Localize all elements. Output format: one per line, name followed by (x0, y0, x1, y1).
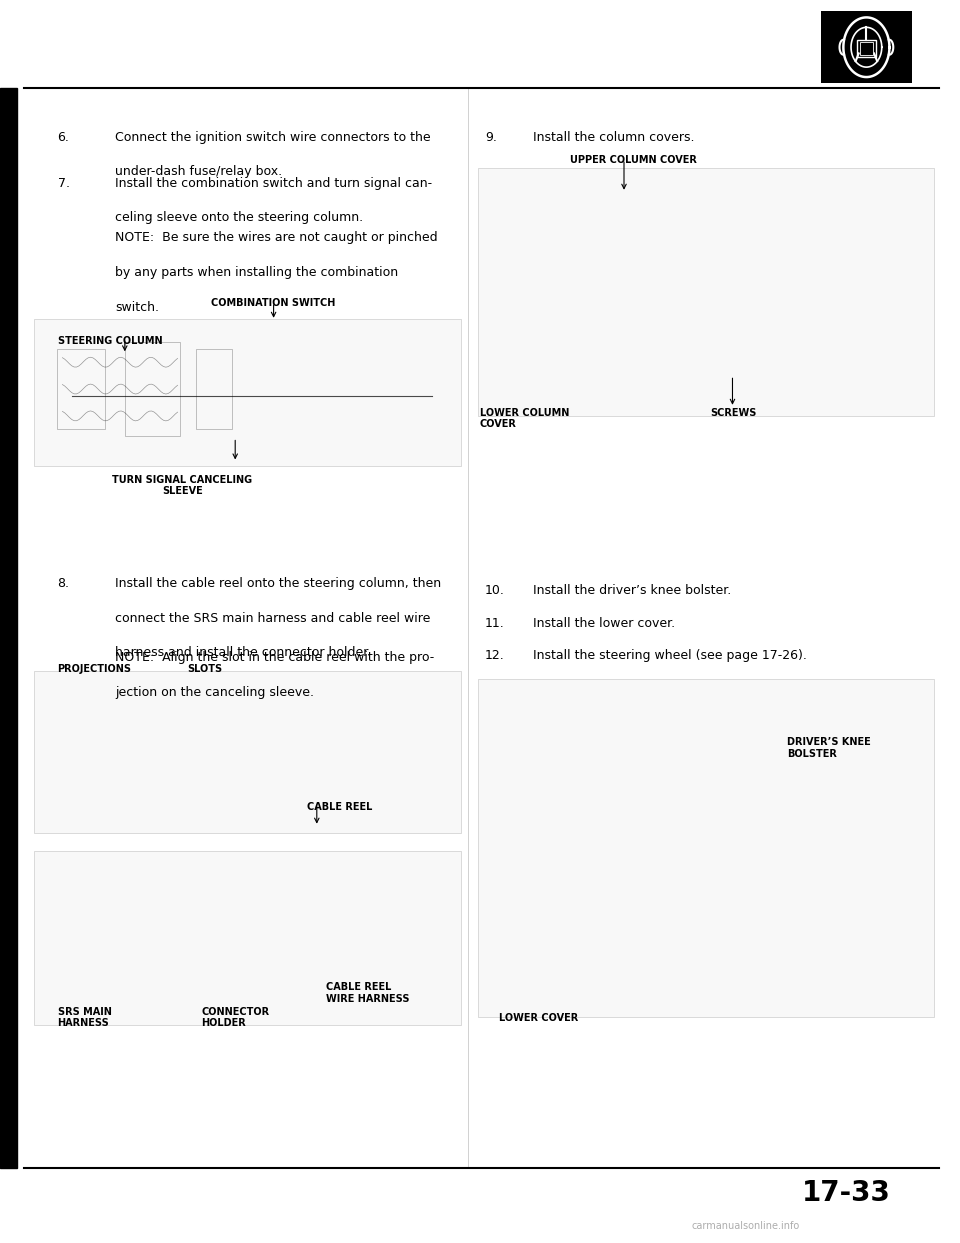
Bar (821, 11, 912, 83)
Bar (57, 349, 105, 429)
Text: CABLE REEL: CABLE REEL (307, 802, 372, 812)
Text: Install the driver’s knee bolster.: Install the driver’s knee bolster. (533, 584, 732, 597)
Text: SCREWS: SCREWS (710, 408, 756, 418)
Text: 7.: 7. (58, 177, 69, 189)
Bar (34, 851, 461, 1025)
Text: 17-33: 17-33 (802, 1180, 891, 1207)
Bar (860, 42, 874, 55)
Bar (478, 168, 934, 416)
Text: Install the combination switch and turn signal can-: Install the combination switch and turn … (115, 177, 432, 189)
Text: connect the SRS main harness and cable reel wire: connect the SRS main harness and cable r… (115, 612, 431, 624)
Text: 8.: 8. (58, 577, 69, 589)
Text: Install the cable reel onto the steering column, then: Install the cable reel onto the steering… (115, 577, 442, 589)
Text: 12.: 12. (485, 649, 505, 661)
Text: PROJECTIONS: PROJECTIONS (58, 664, 132, 674)
Text: by any parts when installing the combination: by any parts when installing the combina… (115, 266, 398, 278)
Text: CABLE REEL
WIRE HARNESS: CABLE REEL WIRE HARNESS (326, 982, 410, 1003)
Bar (0, 88, 17, 1168)
Text: switch.: switch. (115, 301, 159, 313)
Text: NOTE:  Align the slot in the cable reel with the pro-: NOTE: Align the slot in the cable reel w… (115, 651, 435, 664)
Text: UPPER COLUMN COVER: UPPER COLUMN COVER (570, 155, 697, 165)
Text: Connect the ignition switch wire connectors to the: Connect the ignition switch wire connect… (115, 131, 431, 143)
Text: 6.: 6. (58, 131, 69, 143)
Text: 9.: 9. (485, 131, 496, 143)
Text: 11.: 11. (485, 617, 505, 629)
Text: LOWER COVER: LOWER COVER (499, 1013, 579, 1023)
Text: Install the lower cover.: Install the lower cover. (533, 617, 675, 629)
Bar (125, 342, 180, 436)
Bar (34, 671, 461, 833)
Text: carmanualsonline.info: carmanualsonline.info (691, 1221, 800, 1231)
Text: harness and install the connector holder.: harness and install the connector holder… (115, 646, 372, 659)
Text: LOWER COLUMN
COVER: LOWER COLUMN COVER (480, 408, 569, 429)
Text: TURN SIGNAL CANCELING
SLEEVE: TURN SIGNAL CANCELING SLEEVE (112, 475, 252, 496)
Text: STEERING COLUMN: STEERING COLUMN (58, 336, 162, 346)
Text: jection on the canceling sleeve.: jection on the canceling sleeve. (115, 686, 314, 699)
Bar (478, 679, 934, 1017)
Bar (34, 319, 461, 466)
Text: DRIVER’S KNEE
BOLSTER: DRIVER’S KNEE BOLSTER (787, 737, 871, 758)
Text: under-dash fuse/relay box.: under-dash fuse/relay box. (115, 165, 282, 178)
Bar (196, 349, 232, 429)
Text: CONNECTOR
HOLDER: CONNECTOR HOLDER (202, 1007, 270, 1028)
Text: SLOTS: SLOTS (187, 664, 223, 674)
Bar (856, 40, 876, 57)
Text: Install the column covers.: Install the column covers. (533, 131, 694, 143)
Text: Install the steering wheel (see page 17-26).: Install the steering wheel (see page 17-… (533, 649, 806, 661)
Text: SRS MAIN
HARNESS: SRS MAIN HARNESS (58, 1007, 111, 1028)
Text: celing sleeve onto the steering column.: celing sleeve onto the steering column. (115, 211, 363, 224)
Text: COMBINATION SWITCH: COMBINATION SWITCH (211, 298, 336, 308)
Text: NOTE:  Be sure the wires are not caught or pinched: NOTE: Be sure the wires are not caught o… (115, 231, 438, 244)
Text: 10.: 10. (485, 584, 505, 597)
